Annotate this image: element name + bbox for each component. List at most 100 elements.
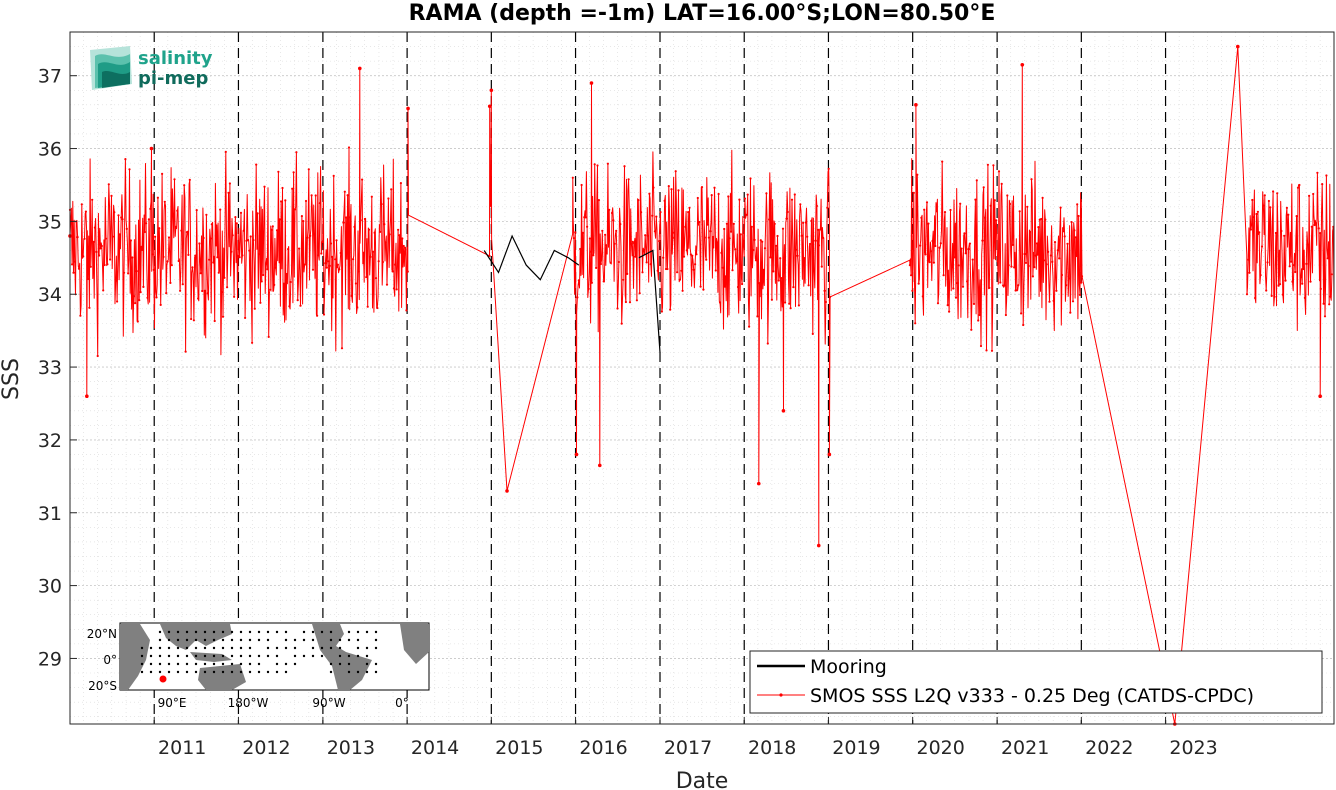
smos-sss-point xyxy=(696,196,699,200)
smos-sss-point xyxy=(154,235,157,238)
smos-sss-point xyxy=(291,187,294,190)
smos-sss-point xyxy=(230,250,233,253)
smos-sss-point xyxy=(723,227,726,231)
smos-sss-point xyxy=(1078,293,1082,296)
smos-sss-point xyxy=(223,276,226,279)
smos-sss-point xyxy=(824,300,828,304)
smos-sss-point xyxy=(986,163,990,166)
map-mooring-dot xyxy=(185,638,189,642)
smos-sss-point xyxy=(627,178,630,181)
map-mooring-dot xyxy=(257,654,261,658)
legend-label-mooring: Mooring xyxy=(810,656,887,678)
smos-sss-point xyxy=(99,247,102,250)
smos-sss-point xyxy=(292,171,295,174)
smos-sss-point xyxy=(1280,229,1283,233)
smos-sss-point xyxy=(366,305,369,308)
map-mooring-dot xyxy=(176,662,180,666)
smos-sss-point xyxy=(1030,178,1033,181)
x-tick-label: 2021 xyxy=(1001,737,1049,759)
smos-sss-point xyxy=(699,285,702,288)
smos-sss-point xyxy=(311,268,315,271)
smos-sss-point xyxy=(966,280,969,283)
smos-sss-point xyxy=(789,307,792,310)
smos-sss-point xyxy=(597,199,601,202)
smos-sss-point xyxy=(1287,213,1290,216)
smos-sss-point xyxy=(823,289,826,292)
map-mooring-dot xyxy=(221,630,225,634)
smos-sss-point xyxy=(1276,192,1279,195)
smos-sss-point xyxy=(1284,279,1287,282)
x-tick-label: 2015 xyxy=(495,737,543,759)
smos-sss-point xyxy=(374,277,378,280)
smos-sss-point xyxy=(586,225,589,228)
smos-sss-point xyxy=(129,239,132,242)
smos-sss-point xyxy=(674,170,677,173)
map-mooring-dot xyxy=(203,662,207,666)
smos-sss-point xyxy=(1065,284,1068,287)
smos-sss-point xyxy=(910,274,913,277)
smos-sss-point xyxy=(952,287,955,290)
smos-sss-point xyxy=(1008,202,1012,206)
smos-sss-point xyxy=(1263,194,1266,197)
smos-sss-point xyxy=(928,261,931,264)
smos-sss-point xyxy=(938,246,941,249)
smos-sss-point xyxy=(158,227,161,230)
smos-sss-point xyxy=(977,319,980,322)
smos-sss-point xyxy=(1247,258,1250,261)
smos-sss-point xyxy=(694,263,697,266)
smos-sss-point xyxy=(1017,284,1020,287)
smos-sss-point xyxy=(1248,271,1251,274)
smos-sss-point xyxy=(358,67,361,70)
smos-sss-point xyxy=(651,214,654,217)
smos-sss-point xyxy=(1277,284,1280,287)
smos-sss-point xyxy=(746,193,749,196)
y-tick-label: 31 xyxy=(38,503,62,525)
smos-sss-point xyxy=(1034,254,1037,257)
smos-sss-point xyxy=(184,350,187,353)
map-mooring-dot xyxy=(158,638,162,642)
smos-sss-point xyxy=(117,214,120,217)
x-tick-label: 2018 xyxy=(748,737,796,759)
smos-sss-point xyxy=(626,272,629,275)
map-land-africa-east xyxy=(400,624,429,664)
smos-sss-point xyxy=(293,208,297,211)
smos-sss-point xyxy=(743,197,747,200)
smos-sss-point xyxy=(943,211,947,214)
map-mooring-dot xyxy=(347,638,351,642)
smos-sss-point xyxy=(782,271,785,274)
smos-sss-point xyxy=(342,221,345,224)
x-tick-label: 2020 xyxy=(916,737,964,759)
smos-sss-point xyxy=(256,212,259,215)
smos-sss-point xyxy=(620,322,623,325)
smos-sss-point xyxy=(923,208,926,211)
smos-sss-point xyxy=(1274,231,1277,235)
smos-sss-point xyxy=(356,306,359,309)
smos-sss-point xyxy=(1013,266,1016,269)
smos-sss-point xyxy=(950,266,954,269)
smos-sss-point xyxy=(138,299,141,302)
map-mooring-dot xyxy=(212,670,216,674)
smos-sss-point xyxy=(931,239,934,243)
smos-sss-point xyxy=(228,182,231,185)
smos-sss-point xyxy=(89,265,92,268)
smos-sss-point xyxy=(72,271,75,274)
smos-sss-point xyxy=(215,244,218,247)
smos-sss-point xyxy=(208,258,211,261)
map-mooring-dot xyxy=(239,630,243,634)
map-mooring-dot xyxy=(149,662,153,666)
smos-sss-point xyxy=(790,198,794,201)
map-mooring-dot xyxy=(284,630,288,634)
smos-sss-point xyxy=(946,304,949,307)
smos-sss-point xyxy=(303,263,306,266)
smos-sss-point xyxy=(362,251,365,254)
smos-sss-point xyxy=(142,285,145,288)
smos-sss-point xyxy=(327,260,330,263)
smos-sss-point xyxy=(959,202,962,205)
smos-sss-point xyxy=(1080,275,1084,278)
map-mooring-dot xyxy=(266,630,270,634)
smos-sss-point xyxy=(309,234,312,237)
smos-sss-point xyxy=(1080,281,1083,284)
smos-sss-point xyxy=(1042,259,1046,262)
smos-sss-point xyxy=(1319,232,1322,235)
map-mooring-dot xyxy=(212,654,216,658)
